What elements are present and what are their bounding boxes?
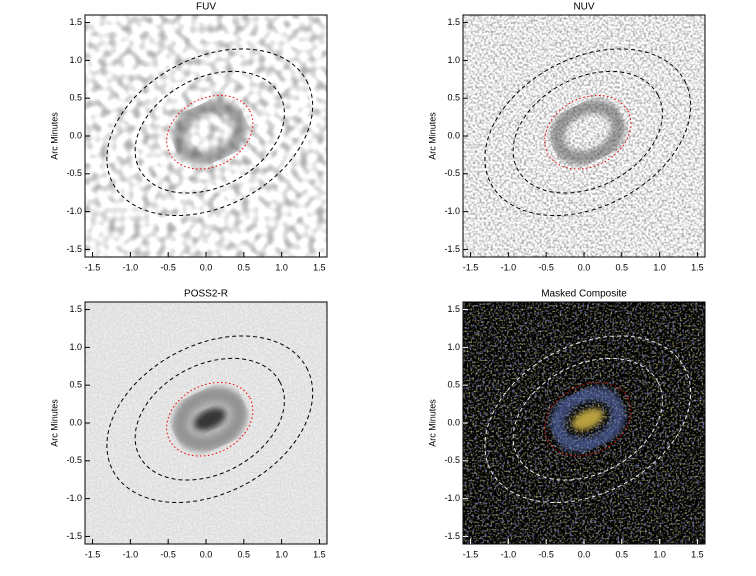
panel: FUV Arc Minutes -1.5 -1.0 -0.5 0.0 0.5 1.0 1.5 -1… — [49, 2, 328, 272]
galaxy-ring — [550, 386, 626, 452]
x-tick-label: -0.5 — [160, 549, 176, 559]
image — [85, 15, 327, 257]
x-tick-label: 0.0 — [578, 549, 591, 559]
x-tick-label: 0.5 — [616, 262, 629, 272]
panel: Masked Composite Arc Minutes -1.5 -1.0 -0.5 0… — [427, 289, 706, 559]
x-tick-label: -1.5 — [463, 549, 479, 559]
x-tick-label: 0.5 — [238, 262, 251, 272]
aperture-ellipse — [484, 335, 692, 503]
x-tick-label: 0.0 — [200, 549, 213, 559]
x-tick-label: -1.5 — [463, 262, 479, 272]
aperture-ellipse — [106, 335, 314, 503]
x-tick-label: 1.5 — [691, 262, 704, 272]
y-tick-label: -1.0 — [444, 493, 460, 503]
aperture-ellipse — [166, 94, 254, 170]
y-tick-label: -1.5 — [444, 531, 460, 541]
x-tick-label: 0.5 — [616, 549, 629, 559]
x-tick-label: 1.0 — [275, 262, 288, 272]
x-tick-label: 1.5 — [313, 262, 326, 272]
x-tick-label: -1.0 — [501, 262, 517, 272]
y-tick-label: -0.5 — [66, 455, 82, 465]
y-tick-label: 0.0 — [69, 417, 82, 427]
aperture-ellipse — [134, 70, 285, 194]
x-tick-label: 0.5 — [238, 549, 251, 559]
y-tick-label: -0.5 — [66, 168, 82, 178]
y-tick-label: -1.5 — [66, 244, 82, 254]
y-tick-label: -1.5 — [444, 244, 460, 254]
panel-title: FUV — [196, 2, 216, 13]
y-axis-label: Arc Minutes — [427, 112, 437, 160]
x-tick-label: -1.0 — [501, 549, 517, 559]
y-tick-label: 1.0 — [447, 55, 460, 65]
y-tick-label: -1.0 — [66, 493, 82, 503]
y-tick-label: 0.5 — [69, 380, 82, 390]
y-tick-label: 0.0 — [447, 130, 460, 140]
y-tick-label: 1.5 — [447, 304, 460, 314]
y-tick-label: -0.5 — [444, 168, 460, 178]
panel: POSS2-R Arc Minutes -1.5 -1.0 -0.5 0.0 0.5 1.0 1… — [49, 289, 328, 559]
image — [85, 302, 327, 544]
galaxy-disk — [173, 388, 247, 450]
y-tick-label: -1.0 — [66, 206, 82, 216]
image — [463, 302, 705, 544]
aperture-ellipse — [166, 381, 254, 457]
galaxy-ring — [172, 99, 248, 165]
y-axis-label: Arc Minutes — [49, 112, 59, 160]
aperture-ellipse — [512, 357, 663, 481]
x-tick-label: 0.0 — [200, 262, 213, 272]
y-axis-label: Arc Minutes — [427, 399, 437, 447]
panel-title: NUV — [573, 2, 594, 13]
x-tick-label: -1.0 — [123, 549, 139, 559]
x-tick-label: -0.5 — [538, 549, 554, 559]
y-tick-label: 1.0 — [69, 55, 82, 65]
x-tick-label: -0.5 — [160, 262, 176, 272]
y-tick-label: 1.5 — [69, 304, 82, 314]
aperture-ellipse — [512, 70, 663, 194]
x-tick-label: 1.0 — [653, 549, 666, 559]
y-tick-label: 0.0 — [447, 417, 460, 427]
galaxy-ring — [550, 99, 626, 165]
image-noise — [463, 15, 705, 257]
x-tick-label: 1.0 — [275, 549, 288, 559]
y-tick-label: 0.0 — [69, 130, 82, 140]
panel-title: Masked Composite — [541, 289, 627, 300]
y-tick-label: 0.5 — [447, 93, 460, 103]
y-tick-label: 1.0 — [69, 342, 82, 352]
x-tick-label: 1.5 — [313, 549, 326, 559]
panel-title: POSS2-R — [184, 289, 228, 300]
y-tick-label: -0.5 — [444, 455, 460, 465]
panel: NUV Arc Minutes -1.5 -1.0 -0.5 0.0 0.5 1.0 1.5 -1… — [427, 2, 706, 272]
y-tick-label: 1.5 — [447, 17, 460, 27]
y-tick-label: 0.5 — [447, 380, 460, 390]
x-tick-label: -1.5 — [85, 549, 101, 559]
aperture-ellipse — [106, 48, 314, 216]
y-tick-label: 1.5 — [69, 17, 82, 27]
image-noise — [85, 15, 327, 257]
x-tick-label: 1.0 — [653, 262, 666, 272]
x-tick-label: 1.5 — [691, 549, 704, 559]
x-tick-label: 0.0 — [578, 262, 591, 272]
aperture-ellipse — [484, 48, 692, 216]
x-tick-label: -1.0 — [123, 262, 139, 272]
y-tick-label: -1.5 — [66, 531, 82, 541]
x-tick-label: -0.5 — [538, 262, 554, 272]
y-tick-label: -1.0 — [444, 206, 460, 216]
galaxy-core — [572, 408, 604, 431]
image — [463, 15, 705, 257]
y-tick-label: 0.5 — [69, 93, 82, 103]
y-axis-label: Arc Minutes — [49, 399, 59, 447]
x-tick-label: -1.5 — [85, 262, 101, 272]
aperture-ellipse — [134, 357, 285, 481]
y-tick-label: 1.0 — [447, 342, 460, 352]
